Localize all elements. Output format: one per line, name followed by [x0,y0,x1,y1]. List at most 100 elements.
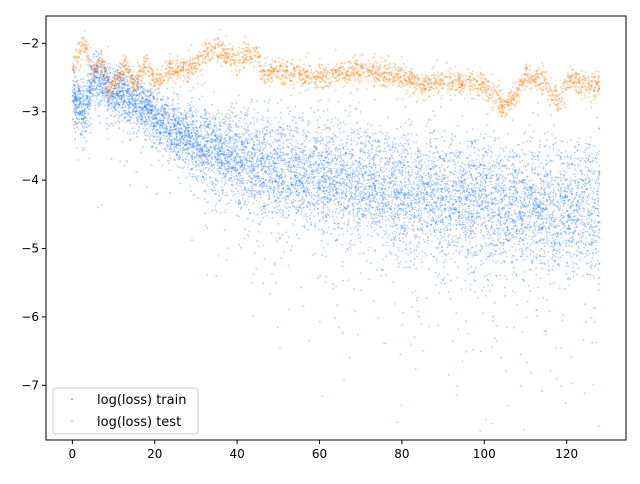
train-point [329,182,331,185]
train-point [185,155,188,158]
train-point [264,165,267,168]
train-point [560,385,563,388]
train-point [284,201,287,204]
train-point [348,105,351,107]
train-point [430,233,432,236]
train-point [514,152,516,155]
train-point [519,255,522,258]
train-point [196,180,199,183]
train-point [166,117,169,120]
train-point [255,163,258,165]
train-point [152,145,155,148]
train-point [595,157,598,160]
train-point [274,116,277,119]
train-point [500,262,503,265]
train-point [364,213,367,216]
train-point [117,117,120,120]
train-point [350,138,353,140]
train-point [227,151,230,154]
train-point [598,211,600,214]
train-point [282,209,285,212]
train-point [313,207,316,210]
train-point [159,90,161,93]
train-point [357,183,360,185]
train-point [495,190,497,193]
train-point [545,159,547,162]
train-point [199,151,202,154]
train-point [255,132,257,135]
train-point [466,248,468,251]
train-point [552,198,555,201]
train-point [590,267,592,269]
train-point [414,368,417,370]
train-point [491,226,493,229]
train-point [590,317,593,319]
train-point [526,211,529,213]
train-point [174,82,177,85]
train-point [203,198,206,200]
train-point [362,252,365,254]
train-point [428,150,431,153]
train-point [497,179,499,182]
train-point [388,214,391,217]
train-point [508,192,511,195]
train-point [595,179,598,182]
train-point [382,258,385,261]
train-point [532,258,535,261]
train-point [236,190,239,192]
train-point [452,202,455,205]
train-point [98,104,101,107]
train-point [404,142,407,145]
train-point [358,170,360,173]
train-point [425,125,428,127]
train-point [260,163,263,166]
train-point [350,139,353,142]
train-point [463,196,465,199]
train-point [401,162,404,165]
train-point [488,272,491,275]
train-point [169,154,171,156]
train-point [386,210,389,213]
train-point [384,196,387,199]
train-point [131,127,134,130]
train-point [223,165,226,167]
train-point [149,138,151,141]
train-point [387,207,389,210]
train-point [396,421,399,424]
train-point [124,117,126,120]
train-point [420,189,423,191]
train-point [495,199,497,202]
train-point [584,188,587,191]
train-point [398,266,400,268]
train-point [529,290,532,292]
train-point [461,191,463,194]
train-point [358,166,361,168]
train-point [197,131,200,134]
train-point [547,239,550,242]
train-point [289,125,291,128]
train-point [469,288,472,291]
train-point [276,102,279,105]
train-point [295,153,298,156]
train-point [197,111,200,113]
train-point [147,129,149,132]
train-point [402,237,404,240]
train-point [459,180,462,183]
train-point [139,87,142,90]
train-point [422,239,425,241]
train-point [460,93,463,96]
train-point [592,159,594,162]
train-point [292,156,295,159]
train-point [578,193,581,196]
train-point [353,197,356,200]
train-point [285,198,288,201]
train-point [328,147,330,150]
train-point [341,261,344,263]
train-point [288,132,291,135]
train-point [235,150,237,152]
train-point [346,177,349,180]
train-point [597,424,600,427]
train-point [250,151,253,154]
train-point [232,190,235,193]
train-point [126,97,129,100]
